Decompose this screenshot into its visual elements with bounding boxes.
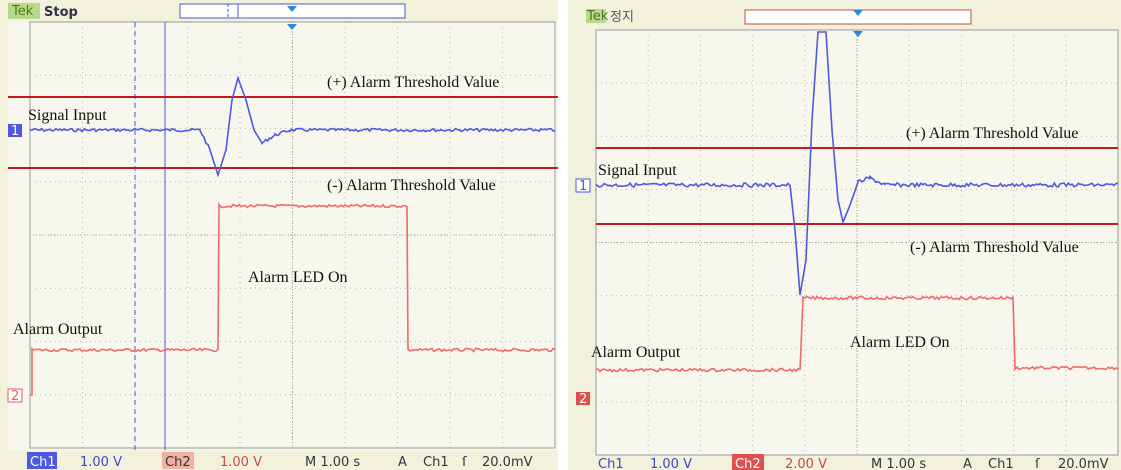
- footer-item: Ch1: [598, 457, 624, 470]
- footer-item: M 1.00 s: [871, 457, 926, 470]
- lower-threshold-label: (-) Alarm Threshold Value: [910, 239, 1079, 256]
- footer-item: 20.0mV: [1058, 457, 1109, 470]
- footer-item: Ch1: [30, 455, 56, 470]
- footer-item: Ch1: [988, 457, 1014, 470]
- footer-item: 1.00 V: [80, 455, 122, 470]
- footer-item: ſ: [462, 455, 467, 470]
- signal-label: Signal Input: [28, 107, 107, 124]
- scope-right: Tek 정지 1 2 (+) Alarm Threshold Value Sig…: [568, 0, 1121, 470]
- footer-item: 1.00 V: [650, 457, 692, 470]
- upper-threshold-label: (+) Alarm Threshold Value: [327, 74, 499, 91]
- ch2-marker: 2: [579, 392, 587, 407]
- brand: Tek: [586, 9, 609, 24]
- figure: Tek Stop 1 2 (+) Alarm Threshold Value S…: [0, 0, 1121, 470]
- footer-item: ſ: [1035, 457, 1040, 470]
- footer-item: Ch1: [423, 455, 449, 470]
- footer-item: Ch2: [165, 455, 191, 470]
- footer-item: 2.00 V: [785, 457, 827, 470]
- ch1-marker: 1: [11, 124, 19, 139]
- footer-item: 20.0mV: [482, 455, 533, 470]
- status: Stop: [44, 5, 78, 20]
- footer-item: Ch2: [735, 457, 761, 470]
- output-label: Alarm Output: [13, 321, 103, 338]
- led-label: Alarm LED On: [850, 334, 950, 351]
- footer-item: 1.00 V: [220, 455, 262, 470]
- output-label: Alarm Output: [591, 344, 681, 361]
- footer-item: A: [963, 457, 972, 470]
- signal-label: Signal Input: [598, 162, 677, 179]
- upper-threshold-label: (+) Alarm Threshold Value: [906, 125, 1078, 142]
- status: 정지: [610, 10, 634, 25]
- scope-left: Tek Stop 1 2 (+) Alarm Threshold Value S…: [0, 0, 558, 470]
- footer-item: A: [398, 455, 407, 470]
- lower-threshold-label: (-) Alarm Threshold Value: [327, 177, 496, 194]
- led-label: Alarm LED On: [248, 269, 348, 286]
- ch1-marker: 1: [579, 179, 587, 194]
- footer-item: M 1.00 s: [305, 455, 360, 470]
- ch2-marker: 2: [11, 389, 19, 404]
- brand: Tek: [11, 4, 34, 19]
